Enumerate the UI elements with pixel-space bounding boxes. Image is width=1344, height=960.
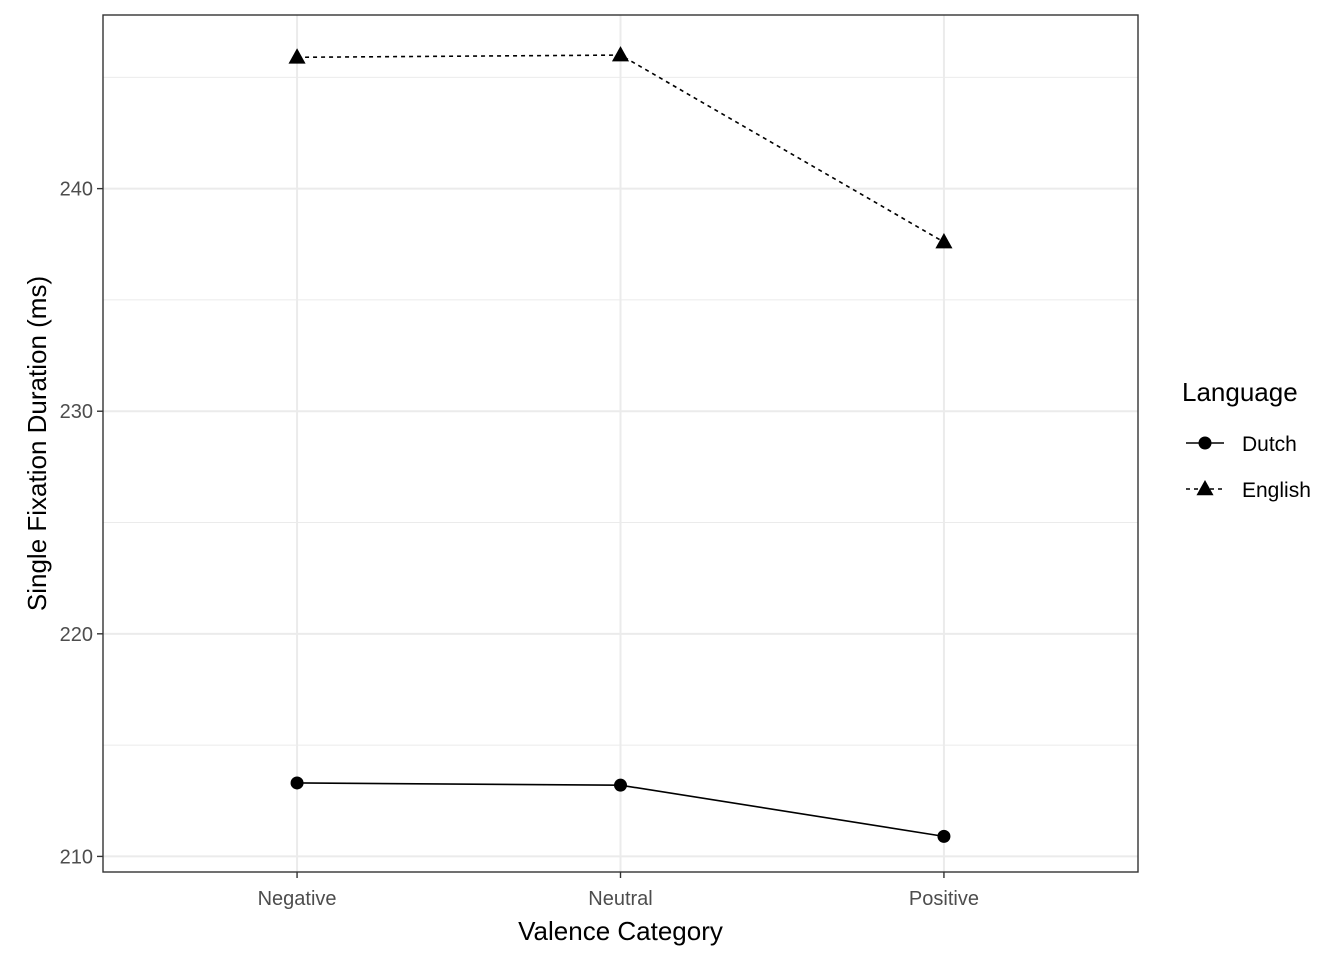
circle-point <box>614 778 627 792</box>
legend-key-marker <box>1198 436 1212 450</box>
legend-item-english: English <box>1186 479 1311 502</box>
legend-label: English <box>1242 479 1311 502</box>
series-dutch <box>290 776 951 843</box>
y-axis: 210 220 230 240 <box>60 179 103 868</box>
y-tick-label: 210 <box>60 846 93 868</box>
x-axis-title: Valence Category <box>518 916 723 946</box>
x-tick-label: Positive <box>909 888 979 910</box>
circle-point <box>290 776 304 790</box>
legend-title: Language <box>1182 377 1298 407</box>
x-tick-label: Neutral <box>588 888 652 910</box>
x-axis: Negative Neutral Positive <box>258 872 979 910</box>
legend: Language Dutch English <box>1182 377 1311 502</box>
y-axis-title: Single Fixation Duration (ms) <box>22 276 52 611</box>
circle-point <box>937 829 951 843</box>
triangle-point <box>288 48 306 64</box>
y-tick-label: 240 <box>60 179 93 201</box>
triangle-point <box>611 46 630 62</box>
series-english <box>288 46 953 249</box>
y-tick-label: 230 <box>60 401 93 423</box>
x-tick-label: Negative <box>258 888 337 910</box>
triangle-point <box>935 233 953 249</box>
series-layer <box>288 46 953 843</box>
legend-item-dutch: Dutch <box>1186 433 1297 456</box>
legend-label: Dutch <box>1242 433 1297 456</box>
legend-key-marker <box>1196 480 1214 496</box>
y-tick-label: 220 <box>60 624 93 646</box>
grid <box>103 15 1138 872</box>
